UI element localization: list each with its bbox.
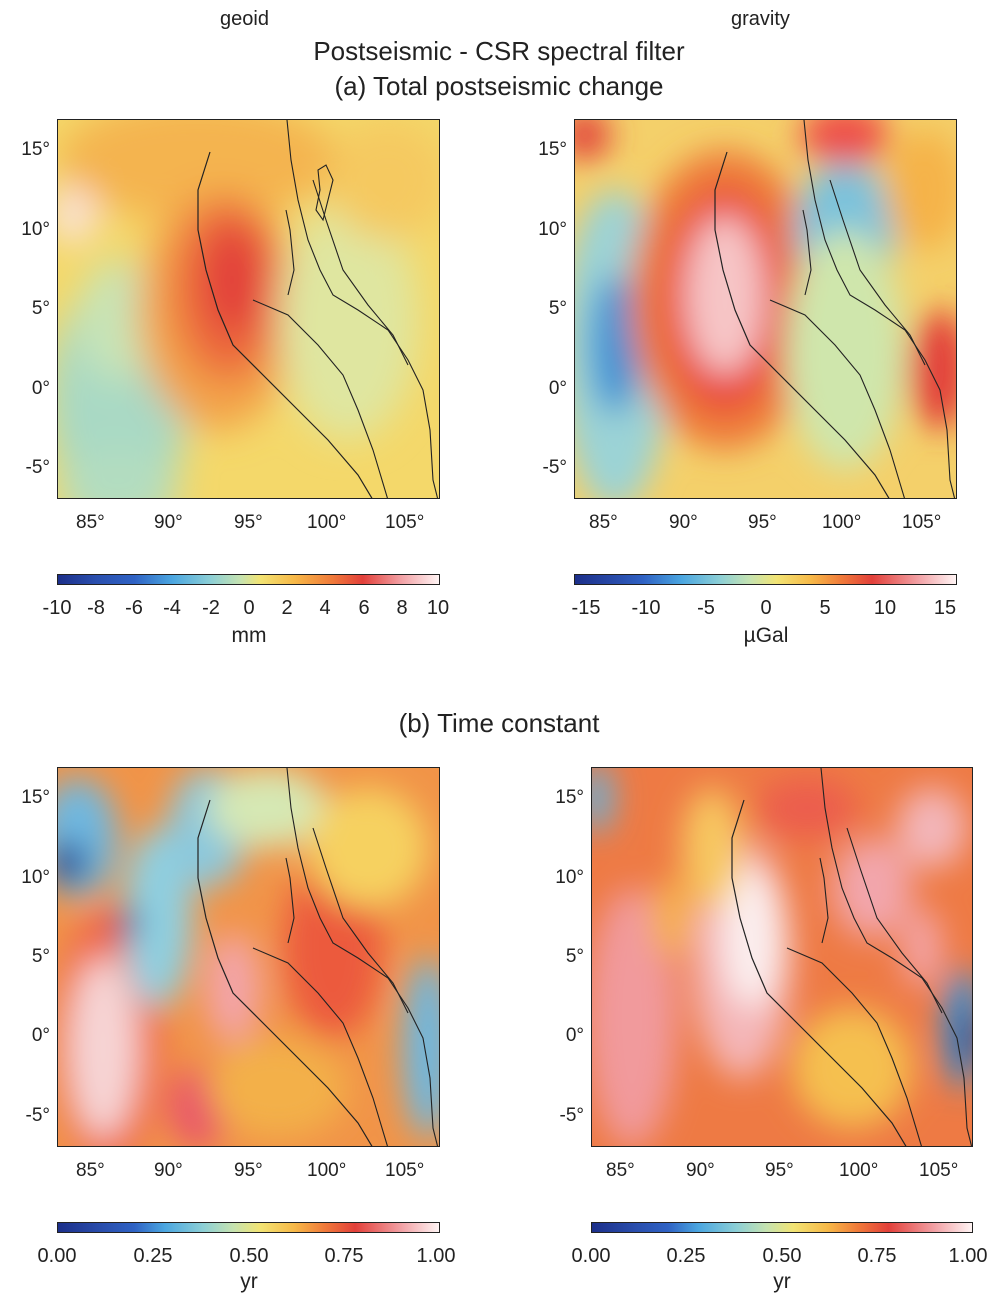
lat-tick-a-right-10: 10° [538, 219, 567, 240]
cbar-tick-geoid-8: 6 [358, 597, 370, 619]
gravity-column-header: gravity [731, 8, 790, 30]
lon-tick-a-right-85: 85° [589, 512, 618, 533]
map-geoid-total-change [57, 119, 440, 499]
lat-tick-b-left-5: 5° [31, 946, 50, 967]
lat-tick-a-left-0: 0° [31, 378, 50, 399]
cbar-tick-gravity-6: 15 [933, 597, 957, 619]
lon-tick-a-left-100: 100° [307, 512, 347, 533]
cbar-tick-gravity-3: 0 [760, 597, 772, 619]
lat-tick-b-right-0: 0° [565, 1025, 584, 1046]
cbar-tick-geoid-time-0: 0.00 [37, 1245, 77, 1267]
cbar-tick-geoid-time-2: 0.50 [229, 1245, 269, 1267]
lon-tick-a-left-105: 105° [385, 512, 425, 533]
colorbar-geoid-change [57, 574, 440, 585]
cbar-tick-geoid-9: 8 [396, 597, 408, 619]
lon-tick-a-left-95: 95° [234, 512, 263, 533]
lon-tick-b-right-95: 95° [765, 1160, 794, 1181]
cbar-tick-gravity-0: -15 [571, 597, 601, 619]
cbar-tick-gravity-time-1: 0.25 [666, 1245, 706, 1267]
lat-tick-a-left-10: 10° [21, 219, 50, 240]
cbar-tick-geoid-6: 2 [281, 597, 293, 619]
cbar-unit-geoid-time: yr [240, 1270, 258, 1293]
cbar-tick-geoid-2: -6 [125, 597, 143, 619]
lon-tick-b-right-90: 90° [686, 1160, 715, 1181]
cbar-tick-gravity-time-2: 0.50 [762, 1245, 802, 1267]
lon-tick-a-left-90: 90° [154, 512, 183, 533]
lon-tick-a-left-85: 85° [76, 512, 105, 533]
cbar-tick-geoid-time-1: 0.25 [133, 1245, 173, 1267]
lon-tick-b-right-105: 105° [919, 1160, 959, 1181]
lon-tick-a-right-105: 105° [902, 512, 942, 533]
cbar-tick-gravity-1: -10 [631, 597, 661, 619]
lat-tick-a-left-5: 5° [31, 298, 50, 319]
section-a-title: (a) Total postseismic change [334, 71, 664, 101]
geoid-column-header: geoid [220, 8, 269, 30]
lon-tick-b-left-90: 90° [154, 1160, 183, 1181]
map-gravity-time-constant [591, 767, 973, 1147]
cbar-tick-gravity-5: 10 [873, 597, 897, 619]
lat-tick-a-right-0: 0° [548, 378, 567, 399]
cbar-tick-geoid-time-4: 1.00 [416, 1245, 456, 1267]
lat-tick-b-right-15: 15° [555, 787, 584, 808]
cbar-tick-geoid-7: 4 [319, 597, 331, 619]
lon-tick-b-left-95: 95° [234, 1160, 263, 1181]
lon-tick-a-right-100: 100° [822, 512, 862, 533]
cbar-tick-geoid-5: 0 [243, 597, 255, 619]
section-b-title: (b) Time constant [398, 708, 600, 738]
lat-tick-b-left-0: 0° [31, 1025, 50, 1046]
lat-tick-b-right-5: 5° [565, 946, 584, 967]
lat-tick-a-right-m5: -5° [542, 457, 568, 478]
trench-overlay [197, 151, 373, 498]
cbar-tick-geoid-3: -4 [163, 597, 181, 619]
lat-tick-b-left-m5: -5° [25, 1105, 51, 1126]
lat-tick-a-right-15: 15° [538, 139, 567, 160]
lon-tick-a-right-90: 90° [669, 512, 698, 533]
cbar-tick-gravity-time-0: 0.00 [571, 1245, 611, 1267]
cbar-tick-geoid-10: 10 [426, 597, 450, 619]
lon-tick-a-right-95: 95° [748, 512, 777, 533]
lon-tick-b-left-105: 105° [385, 1160, 425, 1181]
map-gravity-total-change [574, 119, 957, 499]
colorbar-gravity-change [574, 574, 957, 585]
map-geoid-time-constant [57, 767, 440, 1147]
cbar-unit-geoid-change: mm [231, 624, 267, 647]
cbar-tick-gravity-time-3: 0.75 [857, 1245, 897, 1267]
cbar-tick-geoid-0: -10 [42, 597, 72, 619]
lon-tick-b-left-100: 100° [307, 1160, 347, 1181]
lon-tick-b-left-85: 85° [76, 1160, 105, 1181]
cbar-unit-gravity-change: µGal [743, 624, 789, 647]
coastline-overlay [252, 120, 439, 498]
lat-tick-b-left-10: 10° [21, 867, 50, 888]
cbar-tick-gravity-4: 5 [819, 597, 831, 619]
lon-tick-b-right-85: 85° [606, 1160, 635, 1181]
colorbar-geoid-time [57, 1222, 440, 1233]
cbar-tick-gravity-time-4: 1.00 [948, 1245, 988, 1267]
cbar-tick-geoid-4: -2 [202, 597, 220, 619]
lat-tick-a-left-m5: -5° [25, 457, 51, 478]
lat-tick-a-left-15: 15° [21, 139, 50, 160]
lat-tick-a-right-5: 5° [548, 298, 567, 319]
cbar-tick-geoid-1: -8 [87, 597, 105, 619]
figure-title: Postseismic - CSR spectral filter [313, 36, 685, 66]
cbar-tick-geoid-time-3: 0.75 [324, 1245, 364, 1267]
lat-tick-b-left-15: 15° [21, 787, 50, 808]
lat-tick-b-right-10: 10° [555, 867, 584, 888]
lat-tick-b-right-m5: -5° [559, 1105, 585, 1126]
cbar-unit-gravity-time: yr [773, 1270, 791, 1293]
lon-tick-b-right-100: 100° [839, 1160, 879, 1181]
colorbar-gravity-time [591, 1222, 973, 1233]
cbar-tick-gravity-2: -5 [697, 597, 715, 619]
